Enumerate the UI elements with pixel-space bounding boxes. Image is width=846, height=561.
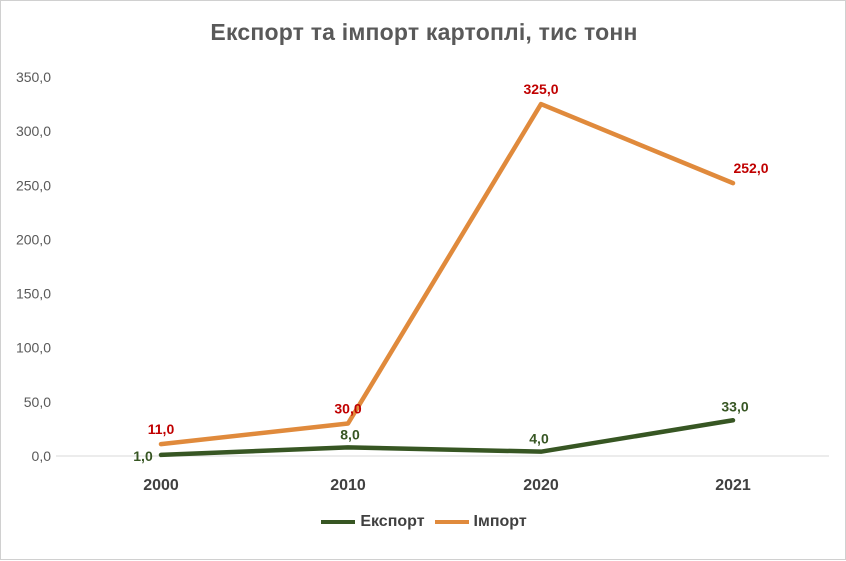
data-label-export: 8,0 — [340, 426, 360, 442]
legend-label-import: Імпорт — [473, 513, 527, 530]
data-label-import: 30,0 — [334, 401, 361, 417]
legend: Експорт Імпорт — [1, 513, 846, 531]
data-label-export: 1,0 — [133, 448, 153, 464]
legend-swatch-export — [321, 520, 356, 524]
y-tick-label: 350,0 — [16, 69, 51, 85]
x-tick-label: 2020 — [523, 477, 559, 494]
y-axis: 0,0 50,0 100,0 150,0 200,0 250,0 300,0 350,0 — [16, 69, 51, 464]
y-tick-label: 150,0 — [16, 286, 51, 302]
x-axis: 2000 2010 2020 2021 — [143, 477, 751, 494]
data-label-import: 325,0 — [523, 81, 558, 97]
y-tick-label: 50,0 — [24, 394, 51, 410]
series-line-export — [158, 418, 736, 458]
x-tick-label: 2000 — [143, 477, 179, 494]
legend-label-export: Експорт — [360, 513, 425, 530]
x-tick-label: 2010 — [330, 477, 366, 494]
data-label-import: 252,0 — [733, 160, 768, 176]
data-label-export: 4,0 — [529, 431, 549, 447]
series-line-import — [158, 101, 736, 447]
data-labels: 11,0 30,0 325,0 252,0 1,0 8,0 4,0 33,0 — [133, 81, 768, 464]
series-lines — [158, 101, 736, 458]
data-label-export: 33,0 — [721, 398, 748, 414]
x-tick-label: 2021 — [715, 477, 751, 494]
legend-item-import: Імпорт — [434, 513, 527, 531]
y-tick-label: 0,0 — [32, 448, 52, 464]
legend-swatch-import — [434, 520, 469, 524]
y-tick-label: 300,0 — [16, 123, 51, 139]
chart-title: Експорт та імпорт картоплі, тис тонн — [210, 19, 638, 45]
legend-item-export: Експорт — [321, 513, 425, 531]
y-tick-label: 200,0 — [16, 231, 51, 247]
data-label-import: 11,0 — [148, 421, 175, 437]
y-tick-label: 100,0 — [16, 340, 51, 356]
y-tick-label: 250,0 — [16, 177, 51, 193]
